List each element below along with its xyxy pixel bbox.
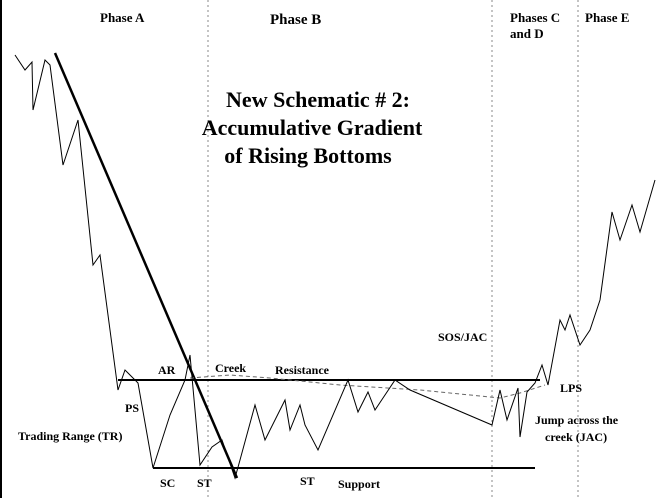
phase-label: and D (510, 26, 544, 41)
label: Support (338, 477, 380, 491)
label: AR (158, 363, 176, 377)
label: ST (300, 474, 315, 488)
price-path (14, 54, 656, 480)
label: Resistance (275, 363, 330, 377)
label: SOS/JAC (438, 330, 487, 344)
title: New Schematic # 2: (226, 87, 410, 112)
label: PS (125, 401, 139, 415)
label: ST (197, 476, 212, 490)
phase-label: Phase B (270, 12, 321, 28)
label: Creek (215, 361, 246, 375)
label: SC (160, 476, 175, 490)
phase-label: Phase E (585, 10, 629, 25)
trend-line (53, 52, 239, 479)
title: of Rising Bottoms (224, 143, 392, 168)
phase-label: Phase A (100, 10, 145, 25)
title: Accumulative Gradient (202, 115, 423, 140)
phase-label: Phases C (510, 10, 560, 25)
label: creek (JAC) (545, 430, 607, 444)
phase-dividers (207, 0, 579, 498)
label: Jump across the (535, 413, 619, 427)
label: Trading Range (TR) (18, 429, 122, 443)
creek-line (189, 374, 546, 399)
label: LPS (560, 381, 582, 395)
